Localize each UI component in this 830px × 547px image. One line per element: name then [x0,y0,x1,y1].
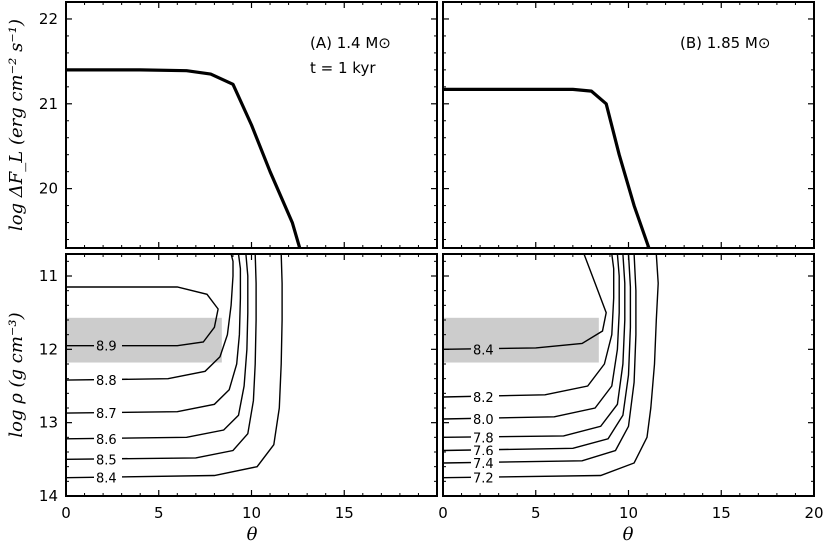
y-axis-label-bottom: log ρ (g cm⁻³) [6,312,27,437]
contour-label-bg [94,405,122,422]
panel-bottom-left: 0 5 10 15 11 12 13 14 8.9 8.8 8.7 8.6 8.5 8.4 [39,253,438,522]
panel-bottom-right: 0 5 10 15 20 8.48.28.07.87.67.47.2 [438,253,824,522]
contour-label-bg [94,372,122,389]
contour-label: 8.7 [96,407,117,422]
contour-line [443,254,620,420]
contour-label: 7.4 [473,457,494,472]
contour-line [443,254,632,452]
shaded-band [66,317,222,363]
contour-label: 8.4 [96,472,117,487]
contour-label: 8.9 [96,340,117,355]
x-tick-label: 5 [531,504,541,522]
contour-line [443,254,626,438]
y-tick-label: 11 [39,267,58,285]
contour-label-bg [471,455,499,471]
y-tick-label: 22 [39,10,58,28]
y-axis-label-top: log ΔF_L (erg cm⁻² s⁻¹) [6,19,27,231]
contour-label-bg [94,451,122,468]
x-tick-label: 20 [804,504,823,522]
contour-label-bg [94,469,122,486]
contour-label-bg [94,430,122,447]
contour-label-bg [471,389,499,405]
y-tick-label: 12 [39,340,58,358]
contour-label-bg [471,469,499,486]
contour-line [443,254,615,398]
contour-label: 8.5 [96,453,117,468]
y-tick-label: 14 [39,487,58,505]
contour-label: 8.8 [96,374,117,389]
annotation-line2: t = 1 kyr [310,59,376,77]
x-tick-label: 15 [712,504,731,522]
contour-label: 8.0 [473,413,494,428]
x-axis-label-left: θ [247,524,258,545]
x-tick-label: 10 [242,504,261,522]
x-tick-label: 10 [619,504,638,522]
contour-label-bg [471,341,499,358]
contour-label: 8.2 [473,391,494,406]
annotation-line1: (B) 1.85 M⊙ [680,34,770,52]
contour-line [443,254,637,464]
contour-line [443,254,607,350]
series-line [66,68,302,248]
contour-line [66,254,249,440]
contour-line [66,254,283,479]
x-axis-label-right: θ [623,524,634,545]
series-line [443,87,651,248]
panel-top-right: (B) 1.85 M⊙ [442,1,815,249]
panel-top-left: 22 21 20 (A) 1.4 M⊙ t = 1 kyr [39,1,438,249]
y-tick-label: 13 [39,414,58,432]
panel-frame [442,253,815,497]
annotation-line1: (A) 1.4 M⊙ [310,34,391,52]
contour-label: 8.4 [473,343,494,358]
x-tick-label: 15 [335,504,354,522]
contour-line [443,254,659,479]
x-tick-label: 0 [61,504,71,522]
contour-label-bg [94,337,122,354]
contour-line [66,254,257,460]
contour-label-bg [471,429,499,446]
panel-frame [65,253,438,497]
x-tick-label: 0 [438,504,448,522]
contour-label: 8.6 [96,433,117,448]
y-tick-label: 21 [39,95,58,113]
shaded-band [443,317,599,363]
contour-line [66,254,242,414]
contour-label-bg [471,411,499,427]
contour-label-bg [471,442,499,459]
y-tick-label: 20 [39,180,58,198]
contour-label: 7.2 [473,472,494,487]
x-tick-label: 5 [154,504,164,522]
contour-line [66,254,234,381]
contour-line [66,286,219,347]
